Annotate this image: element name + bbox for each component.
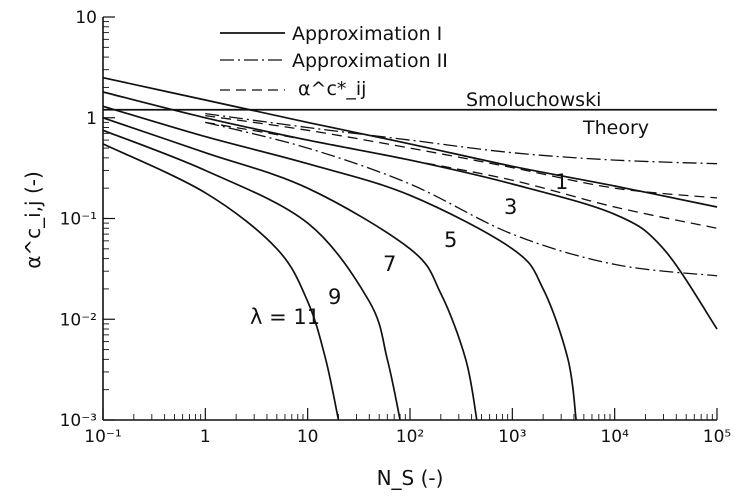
curve-label-5: 5 [444, 228, 457, 252]
x-tick-label: 10⁻¹ [84, 427, 121, 447]
curve-label-1: 1 [555, 170, 568, 194]
y-tick-label: 10 [75, 8, 97, 28]
y-tick-label: 10⁻¹ [60, 210, 97, 230]
curve-label-3: 3 [504, 195, 517, 219]
y-tick-label: 10⁻² [60, 310, 97, 330]
x-axis-label: N_S (-) [377, 466, 444, 490]
y-tick-label: 10⁻³ [60, 411, 97, 431]
smoluchowski-label: Smoluchowski [466, 89, 601, 111]
curve-label-11: λ = 11 [250, 305, 320, 329]
series-group [102, 76, 718, 421]
x-tick-label: 10³ [498, 427, 526, 447]
series-curve-7 [205, 121, 718, 277]
x-tick-label: 10² [396, 427, 424, 447]
legend-label-3: α^c*_ij [298, 78, 366, 100]
y-axis-label: α^c_i,j (-) [21, 171, 45, 269]
y-tick-labels: 10⁻³ 10⁻² 10⁻¹ 1 10 [60, 8, 97, 431]
x-tick-label: 10 [297, 427, 319, 447]
x-tick-label: 1 [200, 427, 211, 447]
series-curve-9 [205, 121, 718, 229]
x-tick-labels: 10⁻¹ 1 10 10² 10³ 10⁴ 10⁵ [84, 427, 731, 447]
series-curve-0 [102, 76, 718, 208]
x-tick-label: 10⁴ [600, 427, 629, 447]
legend-label-2: Approximation II [292, 50, 448, 72]
series-curve-2 [102, 105, 577, 421]
x-tick-label: 10⁵ [703, 427, 731, 447]
series-curve-1 [102, 91, 718, 330]
legend: Approximation I Approximation II α^c*_ij [220, 23, 448, 100]
theory-label: Theory [582, 117, 649, 139]
curve-label-9: 9 [328, 285, 341, 309]
x-ticks [102, 408, 718, 420]
legend-label-1: Approximation I [292, 23, 442, 45]
curve-label-7: 7 [383, 252, 396, 276]
series-curve-4 [102, 129, 401, 421]
series-curve-8 [205, 114, 718, 199]
y-tick-label: 1 [86, 109, 97, 129]
series-curve-6 [205, 112, 718, 165]
series-curve-3 [102, 116, 478, 421]
series-curve-5 [102, 143, 340, 421]
